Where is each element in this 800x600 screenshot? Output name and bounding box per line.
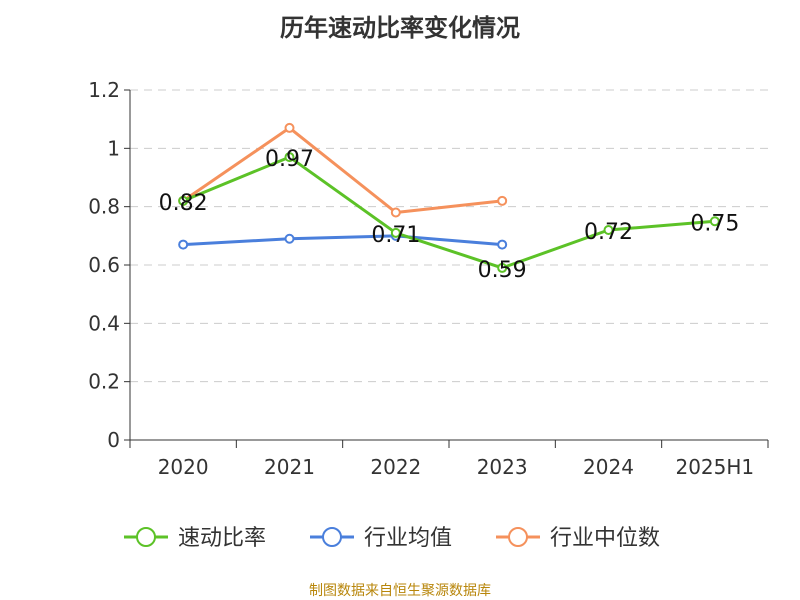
y-tick-label: 0.4 bbox=[88, 311, 120, 335]
y-tick-label: 0 bbox=[107, 428, 120, 452]
chart-title: 历年速动比率变化情况 bbox=[280, 14, 520, 42]
data-point bbox=[284, 122, 295, 133]
legend-label: 行业中位数 bbox=[550, 526, 660, 551]
y-tick-label: 0.2 bbox=[88, 370, 120, 394]
series-line bbox=[182, 155, 715, 270]
y-tick-label: 0.6 bbox=[88, 253, 120, 277]
series-line bbox=[183, 234, 503, 247]
x-tick-label: 2020 bbox=[158, 455, 209, 479]
data-label: 0.75 bbox=[690, 211, 739, 236]
data-point bbox=[497, 239, 508, 250]
data-point bbox=[390, 207, 401, 218]
data-label: 0.72 bbox=[584, 220, 633, 245]
source-note: 制图数据来自恒生聚源数据库 bbox=[309, 583, 491, 599]
legend-marker bbox=[508, 527, 528, 547]
x-tick-label: 2022 bbox=[370, 455, 421, 479]
legend-label: 行业均值 bbox=[364, 526, 452, 551]
legend-label: 速动比率 bbox=[178, 526, 266, 551]
x-tick-label: 2023 bbox=[477, 455, 528, 479]
x-tick-label: 2025H1 bbox=[675, 455, 754, 479]
data-point bbox=[390, 227, 401, 238]
data-point bbox=[497, 195, 508, 206]
legend-marker bbox=[322, 527, 342, 547]
y-tick-label: 1.2 bbox=[88, 78, 120, 102]
x-tick-label: 2024 bbox=[583, 455, 634, 479]
data-label: 0.82 bbox=[159, 191, 208, 216]
y-tick-label: 1 bbox=[107, 136, 120, 160]
data-point bbox=[603, 225, 614, 235]
data-label: 0.97 bbox=[265, 147, 314, 172]
data-label: 0.71 bbox=[371, 223, 420, 248]
legend-marker bbox=[136, 527, 156, 547]
data-point bbox=[284, 233, 295, 244]
series-line bbox=[182, 126, 503, 214]
data-point bbox=[284, 152, 295, 163]
data-point bbox=[178, 239, 189, 250]
data-point bbox=[709, 216, 720, 227]
y-tick-label: 0.8 bbox=[88, 195, 120, 219]
x-tick-label: 2021 bbox=[264, 455, 315, 479]
data-point bbox=[178, 195, 189, 206]
data-point bbox=[497, 262, 508, 273]
data-label: 0.59 bbox=[478, 258, 527, 283]
